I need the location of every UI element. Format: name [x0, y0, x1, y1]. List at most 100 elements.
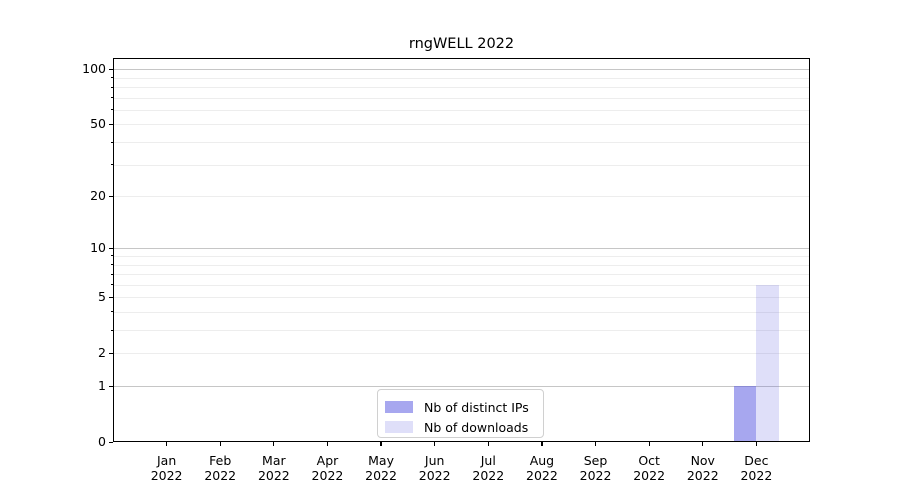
x-tick-year: 2022: [150, 467, 183, 483]
y-tick-minor: [110, 97, 113, 99]
legend-swatch-downloads-icon: [385, 421, 413, 433]
x-tick-year: 2022: [740, 467, 773, 483]
legend-swatch-distinct-ips-icon: [385, 401, 413, 413]
gridline-minor: [114, 255, 809, 257]
x-tick-month: Oct: [638, 453, 660, 468]
x-tick-label: Feb 2022: [193, 453, 247, 483]
x-tick-label: Aug 2022: [515, 453, 569, 483]
x-tick: [594, 442, 597, 446]
y-tick: [109, 123, 113, 126]
gridline-minor: [114, 264, 809, 266]
gridline-minor: [114, 330, 809, 331]
x-tick-month: Jan: [156, 453, 177, 468]
x-tick: [487, 442, 489, 446]
x-tick: [541, 442, 543, 446]
x-tick-label: Nov 2022: [676, 453, 730, 483]
gridline-major: [114, 69, 809, 71]
x-tick-month: Jun: [424, 453, 445, 468]
x-tick-label: Oct 2022: [622, 453, 676, 483]
gridline-minor: [114, 77, 809, 79]
x-tick-year: 2022: [365, 467, 397, 483]
y-tick: [109, 385, 113, 387]
gridline-minor: [114, 196, 809, 198]
y-tick-minor: [110, 311, 113, 313]
y-tick: [109, 68, 113, 70]
x-tick-label: Dec 2022: [729, 453, 783, 483]
x-tick-month: Aug: [529, 453, 555, 468]
gridline-minor: [114, 164, 809, 166]
gridline-minor: [114, 109, 809, 111]
x-tick-year: 2022: [579, 467, 612, 483]
x-tick-label: Apr 2022: [300, 453, 354, 483]
x-tick-month: Nov: [690, 453, 715, 468]
chart-title: rngWELL 2022: [408, 36, 515, 52]
y-tick-minor: [110, 86, 113, 88]
legend-label-distinct-ips: Nb of distinct IPs: [424, 399, 529, 415]
gridline-minor: [114, 311, 809, 313]
y-tick-minor: [110, 164, 113, 166]
y-tick: [109, 247, 113, 249]
x-tick-year: 2022: [526, 467, 558, 483]
y-tick-minor: [110, 255, 113, 257]
plot-area: [113, 58, 810, 442]
x-tick-year: 2022: [686, 467, 719, 483]
x-tick-label: Mar 2022: [247, 453, 301, 483]
y-tick-label: 20: [90, 188, 106, 204]
legend-label-downloads: Nb of downloads: [424, 419, 529, 435]
y-tick-minor: [110, 329, 113, 331]
y-tick-minor: [110, 284, 113, 286]
x-tick: [326, 442, 329, 446]
gridline-minor: [114, 124, 809, 126]
gridline-minor: [114, 87, 809, 88]
x-tick-month: Dec: [744, 453, 769, 468]
y-tick-label: 10: [90, 240, 106, 256]
x-tick-label: Jul 2022: [461, 453, 515, 483]
gridline-minor: [114, 142, 809, 143]
legend: Nb of distinct IPs Nb of downloads: [377, 389, 544, 438]
x-tick: [166, 442, 168, 446]
gridline-major: [114, 248, 809, 250]
gridline-minor: [114, 97, 809, 99]
x-tick: [702, 442, 704, 446]
y-tick-label: 1: [98, 378, 106, 393]
x-tick-label: May 2022: [354, 453, 408, 483]
x-tick: [434, 442, 436, 446]
x-tick-label: Jun 2022: [408, 453, 462, 483]
x-tick-month: Jul: [480, 453, 496, 468]
x-tick-label: Jan 2022: [140, 453, 194, 483]
y-tick-label: 2: [98, 345, 106, 361]
gridline-minor: [114, 353, 809, 355]
gridline-minor: [114, 274, 809, 276]
gridline-minor: [114, 297, 809, 299]
legend-item-distinct-ips: Nb of distinct IPs: [385, 397, 535, 417]
gridline-minor: [114, 284, 809, 286]
x-tick: [219, 442, 221, 446]
y-tick-minor: [110, 273, 113, 275]
y-tick: [109, 296, 113, 298]
x-tick: [755, 442, 757, 446]
x-tick-year: 2022: [311, 467, 344, 483]
gridline-major: [114, 386, 809, 387]
bar-distinct-ips-dec: [733, 386, 757, 441]
y-tick: [109, 441, 113, 443]
y-tick-minor: [110, 141, 113, 143]
y-tick-label: 100: [82, 61, 106, 77]
y-tick-label: 5: [98, 289, 106, 305]
x-tick-year: 2022: [204, 467, 237, 483]
bar-downloads-dec: [756, 284, 779, 441]
x-tick-year: 2022: [633, 467, 666, 483]
x-tick-year: 2022: [418, 467, 451, 483]
x-tick-year: 2022: [257, 467, 290, 483]
x-tick-month: Feb: [209, 453, 232, 468]
y-tick-label: 50: [90, 116, 106, 132]
y-tick-minor: [110, 77, 113, 79]
x-tick: [273, 442, 275, 446]
y-tick: [109, 352, 113, 354]
x-tick-month: Apr: [316, 453, 339, 468]
x-tick-month: Sep: [583, 453, 608, 468]
y-tick: [109, 195, 113, 197]
legend-item-downloads: Nb of downloads: [385, 417, 535, 437]
x-tick-year: 2022: [472, 467, 505, 483]
y-tick-minor: [110, 264, 113, 265]
x-tick-label: Sep 2022: [569, 453, 623, 483]
